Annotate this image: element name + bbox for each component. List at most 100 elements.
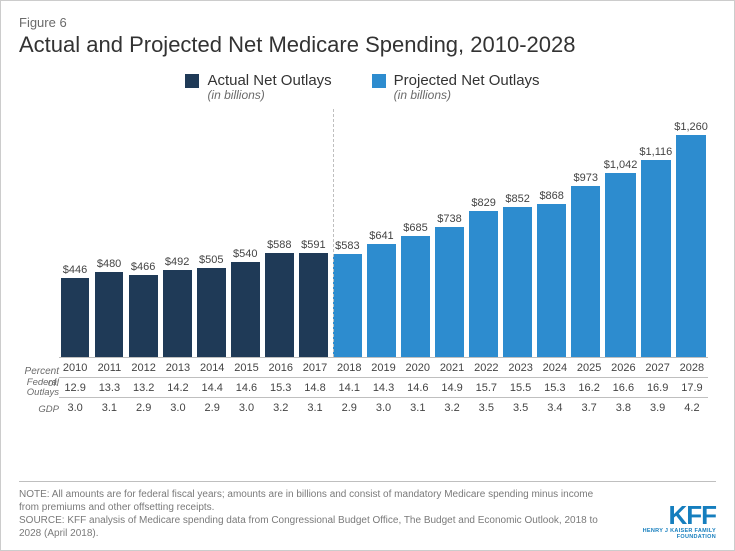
legend-actual-swatch [185,74,199,88]
bar-rect [401,236,430,357]
table-cell: 3.2 [436,402,468,414]
table-cell: 14.6 [230,382,262,394]
table-cell: 2023 [504,362,536,374]
table-cell: 15.5 [504,382,536,394]
bar-value-label: $852 [505,193,529,205]
bar-2011: $480 [93,258,125,357]
bar-rect [641,160,671,357]
bar-value-label: $466 [131,261,155,273]
bar-rect [571,186,600,358]
table-cell: 2027 [642,362,674,374]
bars-container: $446 $480 $466 $492 $505 $540 $588 $591 $583 $641… [59,119,708,357]
table-cell: 2.9 [196,402,228,414]
logo: KFF HENRY J KAISER FAMILY FOUNDATION [615,504,716,540]
table-cell: 16.2 [573,382,605,394]
table-cell: 2013 [162,362,194,374]
table-cell: 15.7 [470,382,502,394]
table-cell: 12.9 [59,382,91,394]
table-cell: 2021 [436,362,468,374]
table-cell: 3.2 [265,402,297,414]
row-gdp: 3.03.12.93.02.93.03.23.12.93.03.13.23.53… [59,397,708,417]
table-cell: 3.4 [539,402,571,414]
bar-value-label: $973 [573,172,597,184]
bar-value-label: $829 [471,197,495,209]
table-cell: 2011 [93,362,125,374]
bar-2016: $588 [263,239,295,357]
row-labels: Federal Outlays GDP [17,357,59,419]
logo-sub: HENRY J KAISER FAMILY FOUNDATION [615,528,716,540]
bar-2018: $583 [331,240,363,357]
bar-value-label: $1,116 [639,146,672,158]
bar-2015: $540 [229,248,261,357]
bar-rect [435,227,464,357]
bar-2023: $852 [502,193,534,357]
table-cell: 2024 [539,362,571,374]
table-cell: 3.0 [59,402,91,414]
table-cell: 3.1 [299,402,331,414]
bar-rect [537,204,566,357]
table-cell: 2026 [607,362,639,374]
table-cell: 14.9 [436,382,468,394]
bar-value-label: $738 [437,213,461,225]
bar-2028: $1,260 [674,121,708,357]
bar-value-label: $480 [97,258,121,270]
bar-rect [676,135,706,357]
bar-rect [469,211,498,357]
table-cell: 2010 [59,362,91,374]
bar-rect [333,254,362,357]
bar-2013: $492 [161,256,193,357]
bar-value-label: $641 [369,230,393,242]
footer-source: SOURCE: KFF analysis of Medicare spendin… [19,514,599,540]
chart-area: Percent of: Federal Outlays GDP $446$480… [19,109,716,419]
bar-2014: $505 [195,254,227,357]
table-cell: 2022 [470,362,502,374]
bar-rect [299,253,328,357]
legend-projected-label: Projected Net Outlays [394,72,540,89]
legend-projected-swatch [372,74,386,88]
bar-2024: $868 [536,190,568,357]
bar-2025: $973 [570,172,602,358]
bar-2022: $829 [468,197,500,357]
bar-value-label: $685 [403,222,427,234]
table-cell: 4.2 [676,402,708,414]
table-cell: 13.2 [128,382,160,394]
bar-rect [367,244,396,357]
legend-actual-sub: (in billions) [207,89,331,103]
logo-main: KFF [615,504,716,527]
table-cell: 3.5 [470,402,502,414]
footer-note: NOTE: All amounts are for federal fiscal… [19,488,599,514]
table-cell: 15.3 [265,382,297,394]
table-cell: 14.3 [367,382,399,394]
table-cell: 3.1 [402,402,434,414]
bar-value-label: $505 [199,254,223,266]
row-label-blank [17,361,59,371]
footer: NOTE: All amounts are for federal fiscal… [19,481,716,540]
footer-text: NOTE: All amounts are for federal fiscal… [19,488,599,540]
table-cell: 14.1 [333,382,365,394]
table-cell: 3.0 [162,402,194,414]
legend-projected-sub: (in billions) [394,89,540,103]
bar-value-label: $591 [301,239,325,251]
legend-projected: Projected Net Outlays (in billions) [372,72,540,103]
table-cell: 2028 [676,362,708,374]
bar-value-label: $583 [335,240,359,252]
table-cell: 2020 [402,362,434,374]
table-cell: 2017 [299,362,331,374]
bar-2017: $591 [297,239,329,357]
table-cell: 2012 [128,362,160,374]
table-cell: 14.2 [162,382,194,394]
bar-value-label: $868 [539,190,563,202]
row-label-gdp: GDP [17,405,59,415]
bar-value-label: $1,260 [674,121,708,133]
bar-rect [197,268,226,357]
legend: Actual Net Outlays (in billions) Project… [9,72,716,103]
bar-rect [129,275,158,357]
bar-2019: $641 [365,230,397,357]
bar-value-label: $540 [233,248,257,260]
legend-actual: Actual Net Outlays (in billions) [185,72,331,103]
bar-rect [95,272,124,357]
table-cell: 2016 [265,362,297,374]
bar-value-label: $446 [63,264,87,276]
table-cell: 3.5 [504,402,536,414]
series-divider [333,109,334,357]
